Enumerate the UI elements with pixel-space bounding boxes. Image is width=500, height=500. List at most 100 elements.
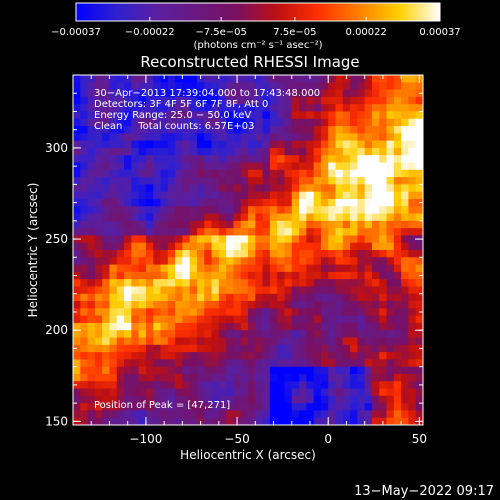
heatmap-cell [240,388,249,397]
heatmap-cell [233,403,242,412]
heatmap-cell [335,381,344,390]
heatmap-cell [291,330,300,339]
heatmap-cell [182,403,191,412]
heatmap-cell [196,359,205,368]
heatmap-cell [182,279,191,288]
heatmap-cell [240,373,249,382]
heatmap-cell [204,191,213,200]
heatmap-cell [350,147,358,156]
heatmap-cell [196,352,205,360]
heatmap-cell [299,359,307,368]
heatmap-cell [204,206,213,215]
heatmap-cell [226,118,235,127]
heatmap-cell [109,373,118,382]
heatmap-cell [386,75,395,83]
heatmap-cell [255,82,264,91]
heatmap-cell [153,271,162,280]
heatmap-cell [196,330,205,339]
heatmap-cell [87,279,96,288]
heatmap-cell [160,198,169,207]
heatmap-cell [109,330,118,339]
heatmap-cell [306,410,315,419]
heatmap-cell [277,352,286,360]
heatmap-cell [342,118,351,127]
heatmap-cell [328,250,337,258]
heatmap-cell [175,177,183,185]
heatmap-cell [320,206,329,215]
heatmap-cell [73,403,81,412]
heatmap-cell [248,169,256,178]
heatmap-cell [379,344,388,353]
heatmap-cell [371,177,380,185]
heatmap-cell [277,111,286,120]
heatmap-cell [313,104,322,113]
heatmap-cell [379,359,388,368]
heatmap-cell [401,344,410,353]
heatmap-cell [401,301,410,309]
heatmap-cell [393,373,402,382]
heatmap-cell [116,359,125,368]
heatmap-cell [87,118,96,127]
heatmap-cell [145,373,154,382]
heatmap-cell [328,162,337,171]
heatmap-cell [175,126,183,134]
heatmap-cell [109,89,118,98]
heatmap-cell [371,257,380,266]
heatmap-cell [196,337,205,346]
heatmap-cell [248,330,256,339]
heatmap-cell [386,366,395,375]
heatmap-cell [386,315,395,324]
heatmap-cell [262,147,271,156]
heatmap-cell [211,235,220,244]
heatmap-cell [218,381,227,390]
heatmap-cell [393,191,402,200]
heatmap-cell [415,82,423,91]
heatmap-cell [357,147,366,156]
heatmap-cell [342,403,351,412]
heatmap-cell [138,381,147,390]
heatmap-cell [277,133,286,142]
heatmap-cell [211,337,220,346]
heatmap-cell [87,111,96,120]
heatmap-cell [408,177,417,185]
heatmap-cell [153,373,162,382]
heatmap-cell [291,322,300,331]
heatmap-cell [313,169,322,178]
heatmap-cell [116,198,125,207]
heatmap-cell [189,373,198,382]
heatmap-cell [167,111,176,120]
peak-position-label: Position of Peak = [47,271] [94,400,230,411]
heatmap-cell [73,352,81,360]
heatmap-cell [291,315,300,324]
heatmap-cell [102,111,111,120]
heatmap-cell [401,330,410,339]
heatmap-cell [80,417,89,425]
heatmap-cell [364,330,373,339]
heatmap-cell [299,213,307,222]
heatmap-cell [335,206,344,215]
heatmap-cell [313,271,322,280]
heatmap-cell [328,322,337,331]
heatmap-cell [255,235,264,244]
heatmap-cell [145,337,154,346]
heatmap-cell [408,403,417,412]
heatmap-cell [328,352,337,360]
heatmap-cell [138,177,147,185]
heatmap-cell [379,242,388,251]
heatmap-cell [182,96,191,105]
heatmap-cell [335,366,344,375]
heatmap-cell [306,133,315,142]
heatmap-cell [124,220,132,229]
heatmap-cell [306,286,315,295]
heatmap-cell [335,111,344,120]
heatmap-cell [145,177,154,185]
heatmap-cell [386,293,395,302]
heatmap-cell [218,104,227,113]
heatmap-cell [269,220,278,229]
heatmap-cell [116,235,125,244]
heatmap-cell [145,111,154,120]
heatmap-cell [306,96,315,105]
heatmap-cell [175,257,183,266]
heatmap-cell [116,184,125,193]
heatmap-cell [350,75,358,83]
